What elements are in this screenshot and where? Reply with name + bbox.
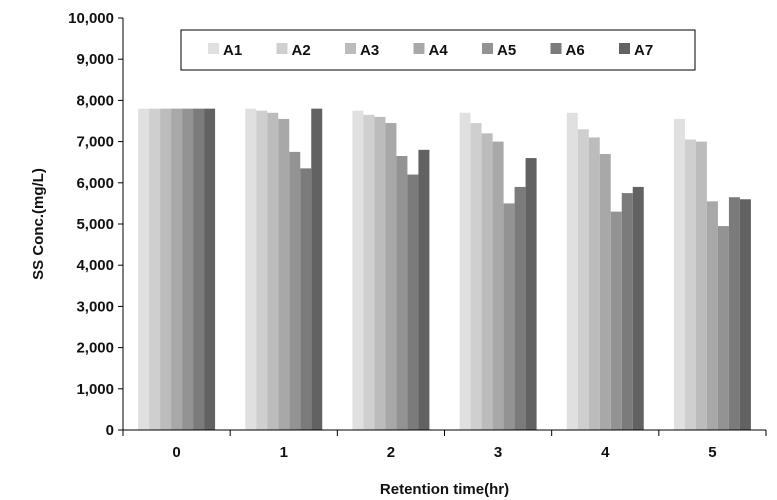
- bar-a2-0: [149, 108, 161, 430]
- bar-a2-4: [577, 129, 589, 431]
- legend-swatch-a4: [413, 43, 425, 54]
- bar-a6-3: [514, 186, 526, 430]
- x-axis-ticks: 0 1 2 3 4 5: [122, 430, 767, 461]
- y-tick-label: 5,000: [76, 216, 114, 233]
- bar-a3-1: [267, 112, 279, 430]
- bar-a4-3: [492, 141, 504, 430]
- y-tick-label: 10,000: [68, 10, 114, 27]
- x-tick-label: 1: [280, 444, 288, 461]
- bar-a2-1: [256, 110, 268, 430]
- legend-label-a4: A4: [429, 42, 449, 59]
- bar-a3-2: [374, 116, 386, 430]
- bar-a6-5: [728, 197, 740, 430]
- legend-box: [180, 29, 696, 71]
- bar-a1-0: [138, 108, 150, 430]
- legend-swatch-a6: [550, 43, 562, 54]
- y-tick-label: 7,000: [76, 134, 114, 151]
- legend-swatch-a1: [208, 43, 219, 54]
- bar-a4-5: [706, 201, 718, 430]
- bar-a7-1: [311, 108, 323, 430]
- bar-a5-5: [717, 226, 729, 430]
- bar-a2-2: [363, 114, 375, 430]
- y-axis-title: SS Conc.(mg/L): [30, 168, 47, 280]
- bar-a3-5: [695, 141, 707, 430]
- bar-a6-4: [621, 193, 633, 430]
- bar-a3-0: [160, 108, 172, 430]
- bar-a5-0: [182, 108, 194, 430]
- bar-a1-2: [352, 110, 364, 430]
- y-tick-label: 1,000: [76, 381, 114, 398]
- bar-a5-1: [289, 151, 301, 430]
- bars-layer: [138, 108, 751, 431]
- bar-a1-5: [673, 118, 685, 430]
- legend-label-a7: A7: [634, 42, 653, 59]
- bar-a3-4: [588, 137, 600, 431]
- bar-a6-0: [193, 108, 205, 430]
- legend-label-a2: A2: [292, 42, 311, 59]
- bar-a7-5: [739, 199, 751, 430]
- x-tick-label: 5: [708, 444, 716, 461]
- bar-a6-1: [300, 168, 312, 430]
- y-tick-label: 9,000: [76, 51, 114, 68]
- bar-a2-3: [470, 123, 482, 430]
- bar-a7-0: [204, 108, 216, 430]
- bar-a6-2: [407, 174, 419, 430]
- legend: A1 A2 A3 A4 A5 A6 A7: [180, 29, 696, 71]
- x-axis-title: Retention time(hr): [380, 481, 509, 498]
- bar-a7-3: [525, 158, 537, 430]
- y-tick-label: 0: [106, 422, 114, 439]
- bar-a5-4: [610, 211, 622, 430]
- bar-a2-5: [684, 139, 696, 431]
- legend-swatch-a2: [276, 43, 288, 54]
- bar-a1-4: [566, 112, 578, 430]
- x-tick-label: 4: [601, 444, 610, 461]
- legend-label-a3: A3: [360, 42, 379, 59]
- y-axis-ticks: 0 1,000 2,000 3,000 4,000 5,000 6,000 7,000 8,00…: [68, 10, 123, 439]
- y-tick-label: 2,000: [76, 340, 114, 357]
- y-tick-label: 3,000: [76, 298, 114, 315]
- x-tick-label: 3: [494, 444, 502, 461]
- legend-label-a5: A5: [497, 42, 516, 59]
- legend-swatch-a5: [482, 43, 493, 54]
- bar-a7-4: [632, 186, 644, 430]
- y-tick-label: 4,000: [76, 257, 114, 274]
- bar-a4-4: [599, 153, 611, 430]
- bar-a1-3: [459, 112, 471, 430]
- bar-a5-3: [503, 203, 515, 430]
- bar-a4-2: [385, 123, 397, 430]
- x-tick-label: 2: [387, 444, 395, 461]
- legend-label-a1: A1: [223, 42, 242, 59]
- y-tick-label: 8,000: [76, 92, 114, 109]
- y-tick-label: 6,000: [76, 175, 114, 192]
- legend-swatch-a7: [619, 43, 630, 54]
- bar-a7-2: [418, 149, 430, 430]
- x-tick-label: 0: [172, 444, 180, 461]
- bar-a3-3: [481, 133, 493, 431]
- bar-a1-1: [245, 108, 257, 430]
- bar-a4-1: [278, 118, 290, 430]
- legend-swatch-a3: [345, 43, 356, 54]
- bar-a4-0: [171, 108, 183, 430]
- legend-label-a6: A6: [566, 42, 585, 59]
- bar-a5-2: [396, 156, 408, 430]
